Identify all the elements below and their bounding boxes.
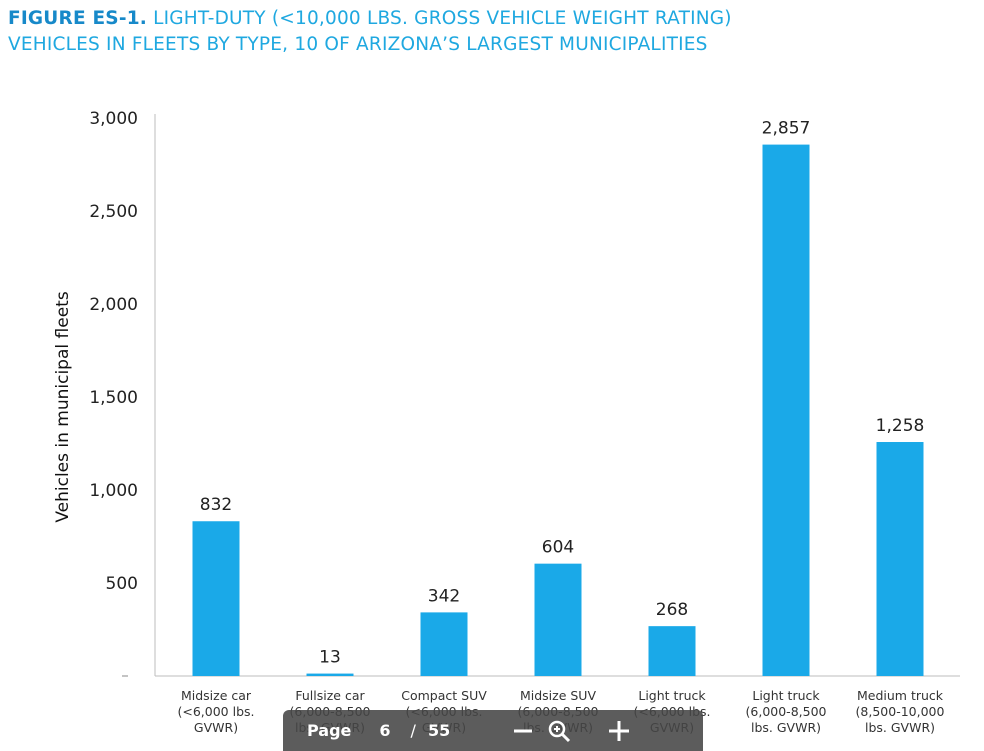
figure-title-line1: LIGHT-DUTY (<10,000 LBS. GROSS VEHICLE W… — [153, 8, 732, 29]
y-tick-label: 500 — [106, 574, 138, 594]
bar-value-label: 342 — [428, 586, 460, 606]
x-category-label: Midsize car — [181, 688, 252, 703]
total-pages: 55 — [427, 721, 451, 740]
x-category-label: lbs. GVWR) — [865, 720, 935, 735]
x-category-label: GVWR) — [194, 720, 238, 735]
current-page-number[interactable]: 6 — [379, 721, 391, 740]
bar-value-label: 2,857 — [762, 119, 811, 139]
bar-value-label: 13 — [319, 648, 341, 668]
bar — [876, 442, 924, 676]
bar — [534, 563, 582, 676]
y-tick-label: 2,000 — [89, 295, 138, 315]
plus-icon — [609, 720, 630, 741]
figure-number: FIGURE ES-1. — [8, 8, 147, 29]
bar — [306, 673, 354, 676]
bar-value-label: 1,258 — [876, 416, 925, 436]
x-category-label: Midsize SUV — [520, 688, 596, 703]
pdf-page-toolbar: Page 6 / 55 — [283, 710, 703, 751]
y-tick-label: 2,500 — [89, 202, 138, 222]
page-label: Page — [307, 721, 352, 740]
fit-page-button[interactable] — [602, 714, 636, 748]
x-category-label: Fullsize car — [295, 688, 365, 703]
bar-value-label: 268 — [656, 600, 688, 620]
x-category-label: lbs. GVWR) — [751, 720, 821, 735]
page-separator: / — [410, 721, 416, 740]
bar-value-label: 604 — [542, 538, 574, 558]
x-category-label: Compact SUV — [401, 688, 487, 703]
y-tick-label: 1,500 — [89, 388, 138, 408]
x-category-label: Light truck — [752, 688, 820, 703]
x-category-label: (<6,000 lbs. — [177, 704, 254, 719]
zoom-in-icon — [548, 720, 571, 742]
bar — [192, 521, 240, 676]
figure-title: FIGURE ES-1. LIGHT-DUTY (<10,000 LBS. GR… — [8, 6, 978, 58]
bar — [762, 144, 810, 676]
x-category-label: Light truck — [638, 688, 706, 703]
bar-value-label: 832 — [200, 495, 232, 515]
x-category-label: Medium truck — [857, 688, 944, 703]
bar — [420, 612, 468, 676]
x-category-label: (6,000-8,500 — [746, 704, 827, 719]
zoom-out-icon — [514, 729, 533, 732]
x-category-label: (8,500-10,000 — [856, 704, 945, 719]
zoom-out-button[interactable] — [506, 714, 540, 748]
y-tick-label: 3,000 — [89, 109, 138, 129]
y-axis-label: Vehicles in municipal fleets — [53, 291, 73, 522]
y-tick-label: 1,000 — [89, 481, 138, 501]
zoom-in-button[interactable] — [542, 714, 576, 748]
bar — [648, 626, 696, 676]
figure-title-line2: VEHICLES IN FLEETS BY TYPE, 10 OF ARIZON… — [8, 34, 708, 55]
